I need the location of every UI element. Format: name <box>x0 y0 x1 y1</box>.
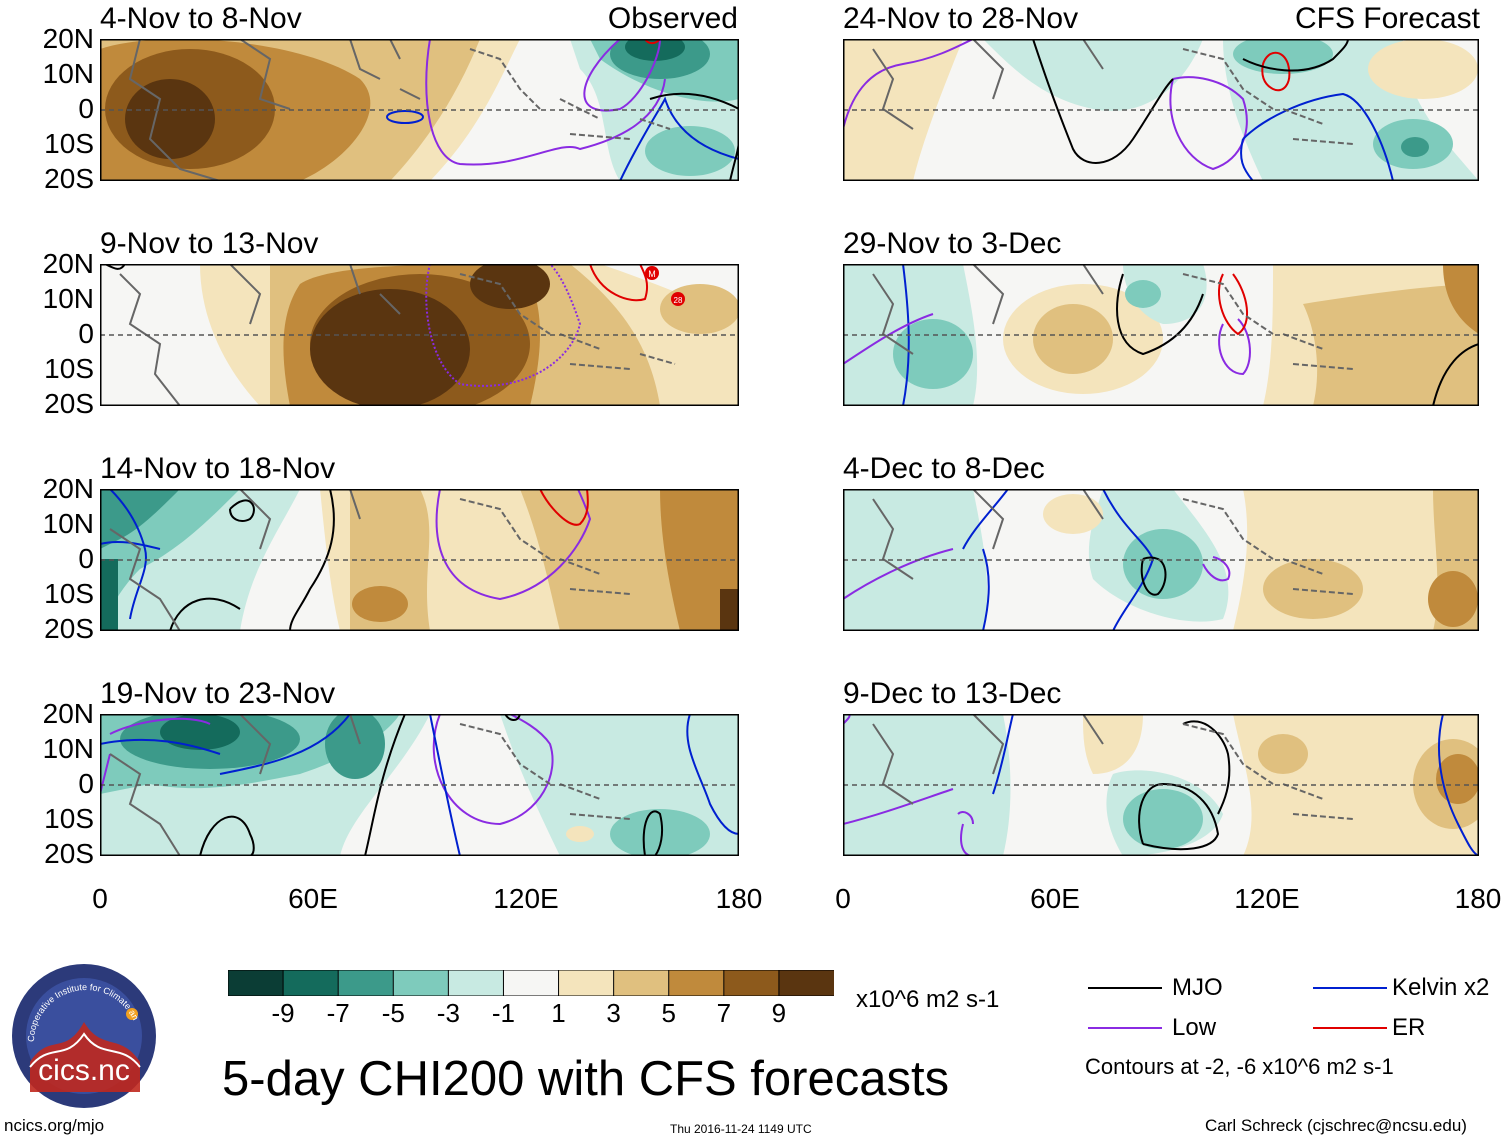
lat-label: 10N <box>42 508 94 539</box>
lat-label: 0 <box>78 543 94 574</box>
lat-label: 20N <box>42 23 94 54</box>
legend-label-er: ER <box>1392 1014 1426 1041</box>
footer-timestamp: Thu 2016-11-24 1149 UTC <box>670 1122 812 1136</box>
colorbar-label: -7 <box>326 998 350 1028</box>
footer-url[interactable]: ncics.org/mjo <box>4 1116 105 1135</box>
cics-logo: Cooperative Institute for Climate and Sa… <box>10 962 156 1108</box>
map-panel-8 <box>843 714 1479 856</box>
colorbar-units: x10^6 m2 s-1 <box>856 986 1000 1013</box>
panel-title-4: 19-Nov to 23-Nov <box>100 677 336 710</box>
map-panel-2: M 28 <box>100 264 739 406</box>
map-panel-3 <box>100 489 739 631</box>
lon-label-right-120e: 120E <box>1234 883 1300 914</box>
colorbar-label: 1 <box>551 998 566 1028</box>
colorbar-swatch <box>613 970 670 996</box>
panel-title-7: 4-Dec to 8-Dec <box>843 452 1045 485</box>
lat-label: 10S <box>44 353 94 384</box>
lat-label: 20N <box>42 473 94 504</box>
colorbar-swatch <box>337 970 395 996</box>
legend-label-kelvin: Kelvin x2 <box>1392 974 1490 1001</box>
lat-label: 10N <box>42 58 94 89</box>
colorbar-swatch <box>723 970 780 996</box>
colorbar-swatch <box>392 970 450 996</box>
legend-label-mjo: MJO <box>1172 974 1223 1001</box>
observed-tag: Observed <box>607 2 738 35</box>
legend-line-mjo <box>1088 987 1162 989</box>
lat-label: 0 <box>78 768 94 799</box>
colorbar-swatch <box>228 970 285 996</box>
panel-title-8: 9-Dec to 13-Dec <box>843 677 1062 710</box>
lat-label: 20S <box>44 163 94 194</box>
lat-label: 10S <box>44 803 94 834</box>
colorbar-swatch <box>558 970 615 996</box>
colorbar-label: -9 <box>271 998 295 1028</box>
storm-marker-28: 28 <box>674 296 683 305</box>
colorbar-swatch <box>668 970 725 996</box>
logo-text: cics.nc <box>38 1054 130 1087</box>
map-panel-6 <box>843 264 1479 406</box>
legend-line-kelvin <box>1313 987 1387 989</box>
colorbar-label: 5 <box>661 998 676 1028</box>
panel-title-1: 4-Nov to 8-Nov <box>100 2 302 35</box>
colorbar-swatch <box>778 970 834 996</box>
lon-label-right-60e: 60E <box>1030 883 1080 914</box>
footer-author: Carl Schreck (cjschrec@ncsu.edu) <box>1205 1116 1467 1135</box>
lon-label-left-180: 180 <box>715 883 763 914</box>
colorbar-label: 7 <box>716 998 732 1028</box>
colorbar-label: 3 <box>606 998 621 1028</box>
lat-label: 0 <box>78 318 94 349</box>
contours-note: Contours at -2, -6 x10^6 m2 s-1 <box>1085 1054 1394 1079</box>
lat-label: 10N <box>42 733 94 764</box>
cfs-forecast-tag: CFS Forecast <box>1294 2 1480 35</box>
colorbar-swatch <box>282 970 340 996</box>
panel-title-6: 29-Nov to 3-Dec <box>843 227 1062 260</box>
lon-label-right-0: 0 <box>835 883 851 914</box>
lat-label: 20S <box>44 388 94 419</box>
map-panel-4 <box>100 714 739 856</box>
lon-label-left-120e: 120E <box>493 883 559 914</box>
map-panel-5 <box>843 39 1479 181</box>
lat-label: 10N <box>42 283 94 314</box>
legend-line-er <box>1313 1027 1387 1029</box>
panel-title-5: 24-Nov to 28-Nov <box>843 2 1079 35</box>
colorbar-label: 9 <box>771 998 787 1028</box>
legend-label-low: Low <box>1172 1014 1217 1041</box>
map-panel-1 <box>100 39 739 181</box>
colorbar <box>228 970 834 996</box>
lat-label: 20N <box>42 698 94 729</box>
colorbar-label: -3 <box>436 998 460 1028</box>
lat-label: 20S <box>44 613 94 644</box>
colorbar-swatch <box>502 970 560 996</box>
lat-label: 0 <box>78 93 94 124</box>
colorbar-swatch <box>447 970 505 996</box>
panel-title-2: 9-Nov to 13-Nov <box>100 227 319 260</box>
lon-label-right-180: 180 <box>1454 883 1502 914</box>
panel-title-3: 14-Nov to 18-Nov <box>100 452 336 485</box>
colorbar-label: -1 <box>491 998 516 1028</box>
lat-label: 20S <box>44 838 94 869</box>
lon-label-left-60e: 60E <box>288 883 338 914</box>
lat-label: 10S <box>44 128 94 159</box>
colorbar-label: -5 <box>381 998 405 1028</box>
main-title: 5-day CHI200 with CFS forecasts <box>222 1052 950 1106</box>
legend-line-low <box>1088 1027 1162 1029</box>
lat-label: 10S <box>44 578 94 609</box>
lon-label-left-0: 0 <box>92 883 108 914</box>
map-panel-7 <box>843 489 1479 631</box>
storm-marker-m: M <box>648 269 656 279</box>
lat-label: 20N <box>42 248 94 279</box>
